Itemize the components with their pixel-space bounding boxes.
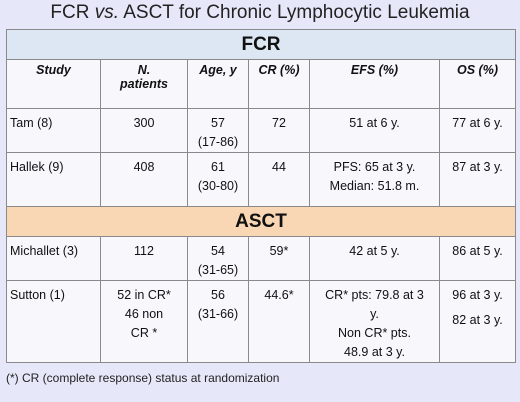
section-header-asct: ASCT — [5, 206, 517, 237]
cell-efs-noncr-pts: Non CR* pts. — [338, 326, 411, 340]
cell-patients: 408 — [100, 152, 188, 207]
cell-efs: 51 at 6 y. — [309, 108, 440, 153]
header-cr: CR (%) — [248, 59, 310, 109]
cell-efs: 42 at 5 y. — [309, 236, 440, 281]
cell-age: 56 (31-66) — [187, 280, 249, 363]
cell-age-range: (31-65) — [197, 263, 239, 277]
title-text: FCR — [50, 2, 95, 23]
header-study: Study — [6, 59, 101, 109]
cell-patients-cr: 52 in CR* — [117, 288, 171, 302]
cell-os-cr: 96 at 3 y. — [452, 288, 503, 302]
cell-age-median: 56 — [211, 288, 225, 302]
cell-efs-noncr-pts-cont: 48.9 at 3 y. — [344, 345, 405, 359]
cell-age-range: (17-86) — [197, 135, 239, 149]
cell-efs-median: Median: 51.8 m. — [329, 179, 420, 193]
section-header-fcr: FCR — [5, 29, 517, 60]
cell-efs-cr-pts-cont: y. — [370, 307, 379, 321]
header-age: Age, y — [187, 59, 249, 109]
cell-age: 61 (30-80) — [187, 152, 249, 207]
cell-os: 96 at 3 y. 82 at 3 y. — [438, 280, 517, 363]
cell-os-noncr: 82 at 3 y. — [452, 313, 503, 327]
cell-study: Hallek (9) — [6, 152, 101, 207]
cell-age-median: 54 — [211, 244, 225, 258]
cell-age-median: 61 — [211, 160, 225, 174]
cell-patients: 300 — [100, 108, 188, 153]
footnote: (*) CR (complete response) status at ran… — [6, 371, 280, 385]
title-text-rest: ASCT for Chronic Lymphocytic Leukemia — [119, 2, 470, 23]
table-row-sutton: Sutton (1) 52 in CR* 46 non CR * 56 (31-66)… — [6, 280, 517, 363]
cell-patients-noncr-cont: CR * — [130, 326, 158, 340]
cell-efs: CR* pts: 79.8 at 3 y. Non CR* pts. 48.9 at … — [309, 280, 440, 363]
cell-cr: 72 — [248, 108, 310, 153]
table-row-tam: Tam (8) 300 57 (17-86) 72 51 at 6 y. 77 a… — [6, 108, 517, 153]
section-title-asct: ASCT — [5, 206, 517, 237]
table-row-hallek: Hallek (9) 408 61 (30-80) 44 PFS: 65 at 3… — [6, 152, 517, 207]
cell-study: Tam (8) — [6, 108, 101, 153]
column-header-row: Study N. patients Age, y CR (%) EFS (%) O… — [6, 59, 517, 109]
cell-patients-noncr: 46 non — [124, 307, 164, 321]
comparison-table: FCR Study N. patients Age, y CR (%) EFS (… — [5, 29, 517, 363]
slide-title: FCR vs. ASCT for Chronic Lymphocytic Leu… — [0, 2, 520, 24]
cell-cr: 59* — [248, 236, 310, 281]
cell-os: 77 at 6 y. — [438, 108, 517, 153]
cell-patients: 52 in CR* 46 non CR * — [100, 280, 188, 363]
cell-cr: 44.6* — [248, 280, 310, 363]
cell-age-range: (31-66) — [197, 307, 239, 321]
cell-age: 54 (31-65) — [187, 236, 249, 281]
cell-age-range: (30-80) — [197, 179, 239, 193]
header-patients-line2: patients — [120, 77, 168, 91]
cell-efs: PFS: 65 at 3 y. Median: 51.8 m. — [309, 152, 440, 207]
cell-age-median: 57 — [211, 116, 225, 130]
table-row-michallet: Michallet (3) 112 54 (31-65) 59* 42 at 5 … — [6, 236, 517, 281]
header-patients-line1: N. — [137, 63, 151, 77]
cell-study: Sutton (1) — [6, 280, 101, 363]
cell-age: 57 (17-86) — [187, 108, 249, 153]
cell-os: 86 at 5 y. — [438, 236, 517, 281]
cell-efs-pfs: PFS: 65 at 3 y. — [333, 160, 416, 174]
cell-study: Michallet (3) — [6, 236, 101, 281]
cell-os: 87 at 3 y. — [438, 152, 517, 207]
header-patients: N. patients — [100, 59, 188, 109]
header-efs: EFS (%) — [309, 59, 440, 109]
cell-patients: 112 — [100, 236, 188, 281]
title-vs: vs. — [94, 2, 119, 23]
section-title-fcr: FCR — [5, 29, 517, 60]
cell-cr: 44 — [248, 152, 310, 207]
cell-efs-cr-pts: CR* pts: 79.8 at 3 — [325, 288, 424, 302]
header-os: OS (%) — [438, 59, 517, 109]
